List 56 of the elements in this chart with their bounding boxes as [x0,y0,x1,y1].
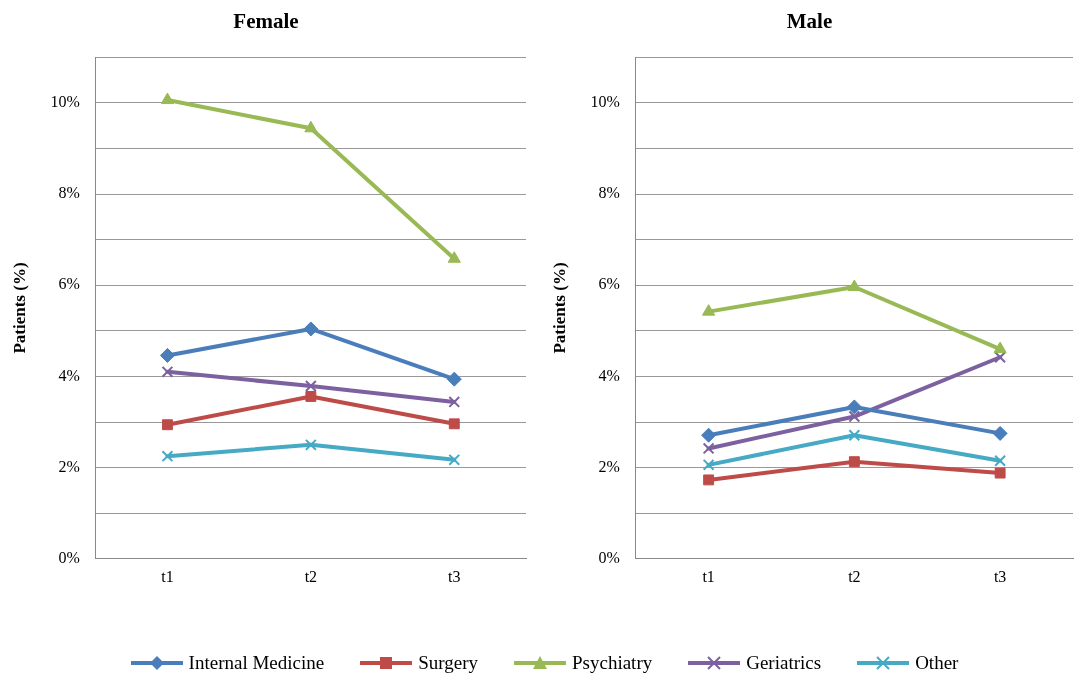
point [702,458,715,471]
x-tick-label: t3 [448,567,461,585]
y-axis-title: Patients (%) [549,262,569,354]
point [703,474,715,486]
y-axis-title: Patients (%) [9,262,29,354]
point [846,399,862,415]
point [702,304,716,316]
x-tick-label: t3 [993,567,1007,585]
point [702,442,715,455]
chart-title: Female [233,9,299,34]
point [848,429,861,442]
y-tick-label: 4% [58,366,80,384]
point [303,321,319,337]
point [159,347,175,363]
point [701,427,717,443]
y-tick-label: 4% [598,366,620,384]
point [447,251,461,263]
point [448,453,461,466]
x-tick-label: t1 [702,567,715,585]
point [993,341,1007,354]
point [448,395,461,408]
y-tick-label: 10% [590,93,620,110]
point [448,418,460,430]
y-tick-label: 10% [50,93,80,110]
legend-label: Internal Medicine [188,652,325,674]
point [847,279,861,292]
legend-label: Geriatrics [746,652,822,674]
point [992,425,1008,441]
point [994,467,1006,479]
y-tick-label: 0% [598,549,620,566]
point [161,450,174,463]
x-tick-label: t1 [161,567,174,585]
x-tick-label: t2 [304,567,318,585]
point [848,456,860,468]
point [160,92,174,105]
point [304,438,317,451]
point [304,120,318,133]
legend-label: Surgery [418,652,478,674]
point [305,391,317,402]
point [994,454,1007,467]
point [161,365,174,378]
legend-label: Psychiatry [572,652,653,674]
chart-title: Male [786,9,833,34]
y-tick-label: 6% [598,275,620,293]
y-tick-label: 2% [58,457,80,475]
point [304,380,317,392]
y-tick-label: 6% [58,275,80,293]
y-tick-label: 2% [598,457,620,475]
y-tick-label: 8% [598,184,620,202]
point [446,371,462,387]
point [161,419,173,431]
legend-label: Other [915,652,959,674]
y-tick-label: 0% [58,549,80,566]
point [848,410,861,423]
y-tick-label: 8% [58,184,80,202]
x-tick-label: t2 [848,567,861,585]
